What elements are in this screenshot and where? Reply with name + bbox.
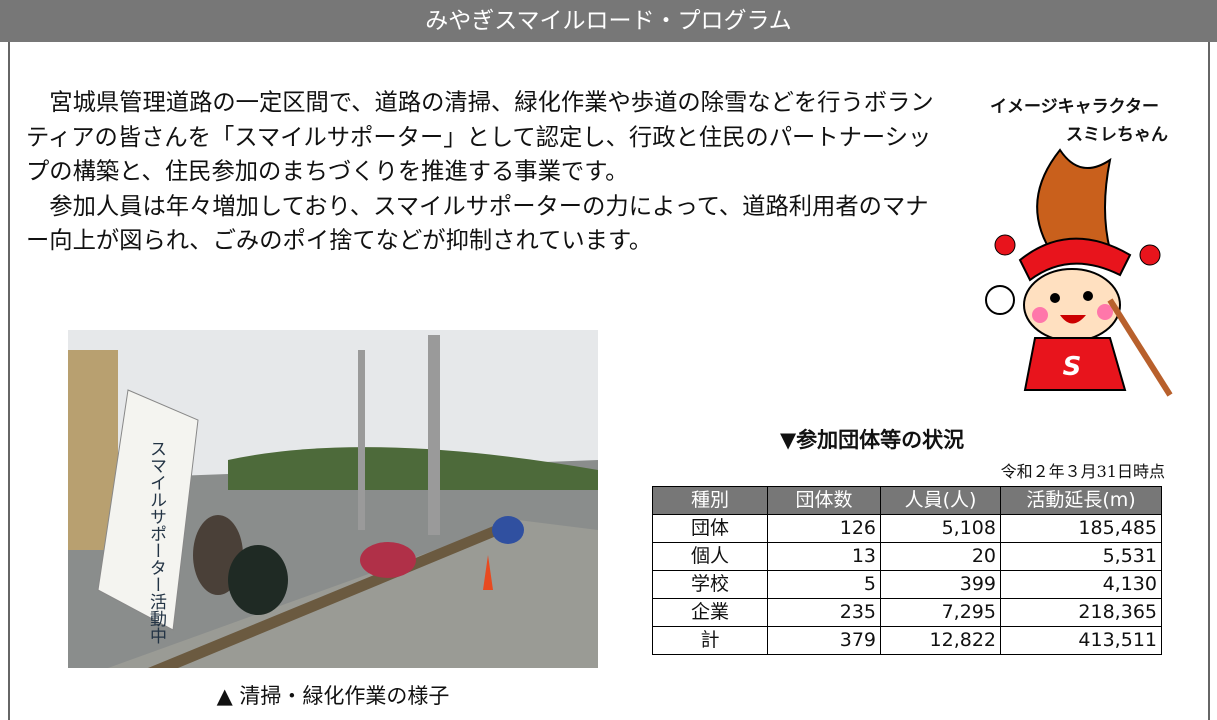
table-cell: 218,365 xyxy=(1001,599,1162,627)
table-cell: 13 xyxy=(768,543,881,571)
table-cell: 5 xyxy=(768,571,881,599)
paragraph: 宮城県管理道路の一定区間で、道路の清掃、緑化作業や歩道の除雪などを行うボランティ… xyxy=(26,86,942,190)
table-cell: 413,511 xyxy=(1001,627,1162,655)
table-cell: 団体 xyxy=(653,515,768,543)
table-title: ▼参加団体等の状況 xyxy=(780,424,964,454)
table-cell: 5,108 xyxy=(881,515,1001,543)
column-header: 人員(人) xyxy=(881,487,1001,515)
table-cell: 399 xyxy=(881,571,1001,599)
table-cell: 7,295 xyxy=(881,599,1001,627)
table-cell: 185,485 xyxy=(1001,515,1162,543)
table-cell: 5,531 xyxy=(1001,543,1162,571)
body-text: 宮城県管理道路の一定区間で、道路の清掃、緑化作業や歩道の除雪などを行うボランティ… xyxy=(26,86,942,259)
table-cell: 12,822 xyxy=(881,627,1001,655)
page: みやぎスマイルロード・プログラム 宮城県管理道路の一定区間で、道路の清掃、緑化作… xyxy=(0,0,1217,720)
photo: スマイルサポーター活動中 xyxy=(68,330,598,668)
header-row: 種別団体数人員(人)活動延長(m) xyxy=(653,487,1162,515)
column-header: 団体数 xyxy=(768,487,881,515)
table-cell: 379 xyxy=(768,627,881,655)
photo-caption: ▲ 清掃・緑化作業の様子 xyxy=(68,680,598,710)
column-header: 活動延長(m) xyxy=(1001,487,1162,515)
character-caption: イメージキャラクター xyxy=(990,92,1159,117)
flag-text: スマイルサポーター活動中 xyxy=(146,440,167,644)
table-cell: 企業 xyxy=(653,599,768,627)
table-cell: 126 xyxy=(768,515,881,543)
table-cell: 学校 xyxy=(653,571,768,599)
character-illustration: S xyxy=(960,140,1190,400)
header-title: みやぎスマイルロード・プログラム xyxy=(0,0,1217,42)
column-header: 種別 xyxy=(653,487,768,515)
table-date: 令和２年３月31日時点 xyxy=(1001,458,1165,482)
table-cell: 4,130 xyxy=(1001,571,1162,599)
table-cell: 235 xyxy=(768,599,881,627)
paragraph: 参加人員は年々増加しており、スマイルサポーターの力によって、道路利用者のマナー向… xyxy=(26,190,942,259)
table-cell: 計 xyxy=(653,627,768,655)
table-cell: 20 xyxy=(881,543,1001,571)
table-cell: 個人 xyxy=(653,543,768,571)
svg-text:S: S xyxy=(1063,352,1082,382)
